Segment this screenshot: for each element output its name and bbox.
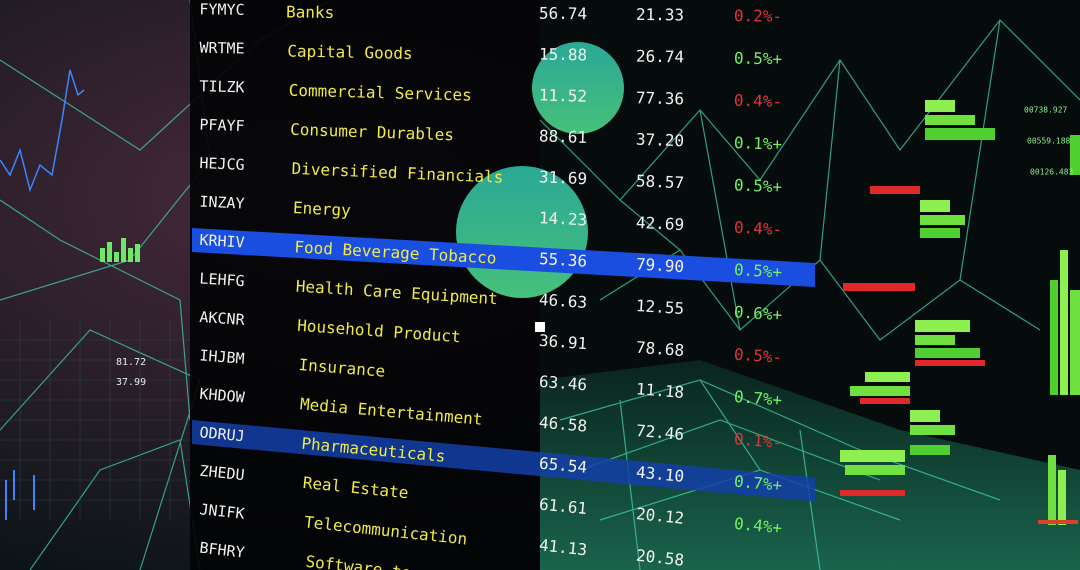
sparkline bbox=[0, 69, 85, 193]
volume: 42.69 bbox=[636, 213, 685, 234]
change: 0.2%- bbox=[734, 6, 782, 26]
ticker: AKCNR bbox=[199, 308, 246, 329]
ticker: ODRUJ bbox=[199, 423, 246, 445]
readout: 00126.483 bbox=[1030, 168, 1074, 177]
price: 31.69 bbox=[539, 167, 588, 188]
sector: Banks bbox=[286, 2, 334, 22]
change: 0.7%+ bbox=[733, 387, 783, 410]
sector: Capital Goods bbox=[287, 41, 413, 63]
change: 0.4%- bbox=[734, 218, 783, 239]
sector: Energy bbox=[293, 198, 352, 220]
price: 11.52 bbox=[539, 85, 588, 105]
volume: 21.33 bbox=[636, 5, 684, 25]
row-highlight bbox=[192, 420, 815, 502]
volume: 43.10 bbox=[635, 463, 685, 486]
readout: 81.72 bbox=[116, 357, 146, 368]
change: 0.7%+ bbox=[733, 472, 783, 495]
ticker: PFAYF bbox=[199, 116, 245, 136]
ticker: INZAY bbox=[199, 193, 245, 213]
volume: 78.68 bbox=[635, 338, 684, 360]
ticker: WRTME bbox=[199, 39, 245, 58]
table-row: WRTME Capital Goods 15.88 26.74 0.5%+ bbox=[199, 39, 782, 69]
price: 14.23 bbox=[539, 208, 588, 229]
price: 65.54 bbox=[538, 454, 588, 477]
ticker: ZHEDU bbox=[199, 462, 246, 484]
ticker: LEHFG bbox=[199, 269, 245, 290]
readout: 00738.927 bbox=[1024, 106, 1068, 115]
price: 36.91 bbox=[538, 331, 587, 353]
ticker: BFHRY bbox=[199, 539, 246, 562]
volume: 79.90 bbox=[635, 254, 684, 276]
readout: 00559.188 bbox=[1027, 137, 1071, 146]
volume: 58.57 bbox=[636, 171, 685, 192]
ticker: TILZK bbox=[199, 77, 245, 96]
change: 0.4%- bbox=[734, 91, 783, 111]
change: 0.5%+ bbox=[734, 175, 783, 196]
candles bbox=[5, 470, 35, 520]
volume: 77.36 bbox=[636, 88, 685, 108]
change: 0.6%+ bbox=[733, 302, 782, 324]
price: 88.61 bbox=[539, 126, 588, 147]
table-row: FYMYC Banks 56.74 21.33 0.2%- bbox=[199, 0, 782, 26]
ticker: KHDOW bbox=[199, 385, 246, 407]
wire-floor bbox=[540, 360, 1080, 570]
ticker: HEJCG bbox=[199, 154, 245, 174]
circle bbox=[532, 42, 624, 134]
ticker: JNIFK bbox=[199, 500, 246, 523]
price: 63.46 bbox=[538, 372, 588, 395]
change: 0.4%+ bbox=[733, 514, 783, 538]
change: 0.5%- bbox=[733, 345, 782, 367]
table-row: TILZK Commercial Services 11.52 77.36 0.4%- bbox=[199, 77, 782, 111]
volume: 11.18 bbox=[635, 379, 685, 402]
right-bars bbox=[840, 100, 1080, 525]
change: 0.5%+ bbox=[733, 260, 782, 282]
volume: 37.20 bbox=[636, 130, 685, 151]
change: 0.5%+ bbox=[734, 48, 783, 68]
volume: 72.46 bbox=[635, 421, 685, 444]
readout: 37.99 bbox=[116, 377, 146, 388]
table-panel bbox=[190, 0, 540, 570]
ticker: KRHIV bbox=[199, 231, 245, 252]
volume: 12.55 bbox=[635, 296, 684, 318]
table-row: INZAY Energy 14.23 42.69 0.4%- bbox=[199, 193, 783, 240]
change: 0.1%+ bbox=[734, 133, 783, 154]
ticker: FYMYC bbox=[199, 0, 244, 19]
highlights bbox=[192, 228, 815, 502]
row-highlight bbox=[192, 228, 815, 288]
volume: 26.74 bbox=[636, 47, 685, 67]
mini-bars bbox=[100, 238, 140, 262]
change: 0.1%- bbox=[733, 429, 783, 452]
left-grid bbox=[0, 320, 190, 520]
price: 56.74 bbox=[539, 4, 587, 24]
price: 46.63 bbox=[538, 290, 587, 312]
volume: 20.58 bbox=[635, 546, 685, 570]
volume: 20.12 bbox=[635, 504, 685, 528]
price: 46.58 bbox=[538, 413, 588, 436]
price: 41.13 bbox=[538, 535, 588, 559]
price: 61.61 bbox=[538, 494, 588, 518]
price: 15.88 bbox=[539, 45, 588, 65]
marker bbox=[535, 322, 545, 332]
price: 55.36 bbox=[538, 249, 587, 271]
ticker: IHJBM bbox=[199, 346, 245, 367]
